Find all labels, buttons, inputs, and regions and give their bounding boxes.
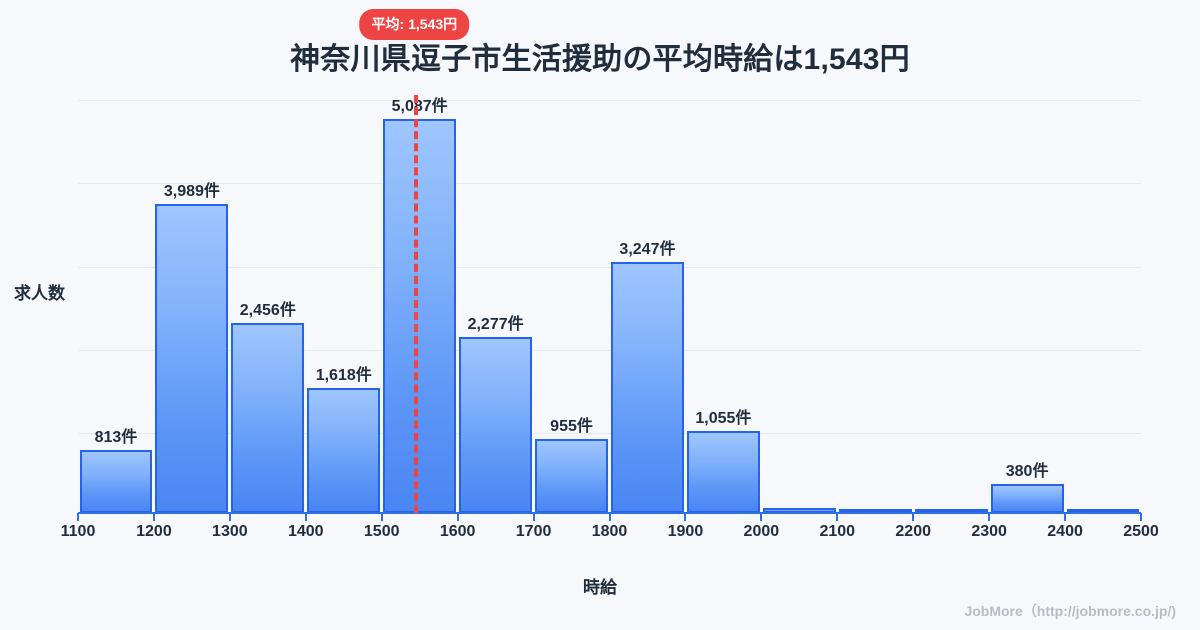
bar-value-label: 5,087件: [391, 98, 448, 116]
bar[interactable]: 3,989件: [155, 183, 229, 513]
bar[interactable]: 1,618件: [307, 367, 381, 513]
x-axis-ticks: [77, 513, 1142, 523]
x-tick: [380, 513, 383, 521]
x-tick: [228, 513, 231, 521]
bar[interactable]: 2,456件: [231, 302, 305, 513]
x-tick: [152, 513, 155, 521]
bars-layer: 813件 3,989件 2,456件 1,618件 5,087件 2,277件 955件 3,…: [78, 95, 1141, 513]
bar[interactable]: 3,247件: [611, 241, 684, 513]
x-tick: [988, 513, 991, 521]
x-tick-label: 1800: [591, 523, 628, 540]
bar[interactable]: 2,277件: [459, 316, 533, 513]
x-tick-label: 2300: [971, 523, 1007, 540]
x-tick-label: 1400: [287, 523, 324, 540]
bar-value-label: 955件: [550, 418, 593, 436]
bar[interactable]: 813件: [79, 429, 153, 513]
bar-value-label: 1,055件: [695, 410, 752, 428]
x-tick-label: 2000: [743, 523, 780, 540]
x-tick-label: 1200: [136, 523, 172, 540]
x-tick: [608, 513, 611, 521]
bar[interactable]: 5,087件: [383, 98, 457, 513]
x-tick: [1064, 513, 1067, 521]
bar[interactable]: 380件: [990, 463, 1064, 513]
bar[interactable]: 955件: [535, 418, 608, 513]
x-tick-label: 1500: [363, 523, 400, 540]
x-tick: [684, 513, 687, 521]
x-tick: [532, 513, 535, 521]
bar-value-label: 380件: [1005, 462, 1049, 480]
bar[interactable]: 1,055件: [686, 410, 760, 513]
bar-value-label: 1,618件: [315, 366, 372, 384]
x-tick: [304, 513, 307, 521]
bar-value-label: 3,989件: [163, 183, 220, 201]
bar-value-label: 813件: [94, 429, 138, 447]
y-axis-label: 求人数: [14, 284, 65, 303]
x-tick-label: 2200: [895, 523, 931, 540]
bar[interactable]: [838, 508, 912, 513]
x-tick: [836, 513, 839, 521]
x-tick-label: 2100: [819, 523, 856, 540]
x-tick-label: 2400: [1047, 523, 1083, 540]
x-tick: [912, 513, 915, 521]
mean-badge: 平均: 1,543円: [359, 9, 470, 40]
x-tick-label: 1100: [60, 523, 96, 540]
x-tick-label: 1600: [439, 523, 476, 540]
x-tick: [1140, 513, 1142, 521]
x-tick-label: 1300: [212, 523, 248, 540]
plot-area: 813件 3,989件 2,456件 1,618件 5,087件 2,277件 955件 3,…: [78, 95, 1141, 513]
mean-line: [414, 95, 419, 513]
x-tick-label: 1700: [515, 523, 552, 540]
bar-value-label: 3,247件: [619, 240, 676, 258]
bar-value-label: 2,456件: [239, 301, 296, 319]
x-tick: [77, 513, 79, 521]
chart-title: 神奈川県逗子市生活援助の平均時給は1,543円: [290, 43, 910, 76]
x-axis-label: 時給: [583, 578, 617, 597]
watermark: JobMore（http://jobmore.co.jp/): [964, 603, 1176, 619]
x-tick: [456, 513, 459, 521]
x-tick-label: 2500: [1123, 523, 1159, 540]
bar-value-label: 2,277件: [467, 315, 524, 333]
x-tick: [760, 513, 763, 521]
x-tick-label: 1900: [667, 523, 704, 540]
